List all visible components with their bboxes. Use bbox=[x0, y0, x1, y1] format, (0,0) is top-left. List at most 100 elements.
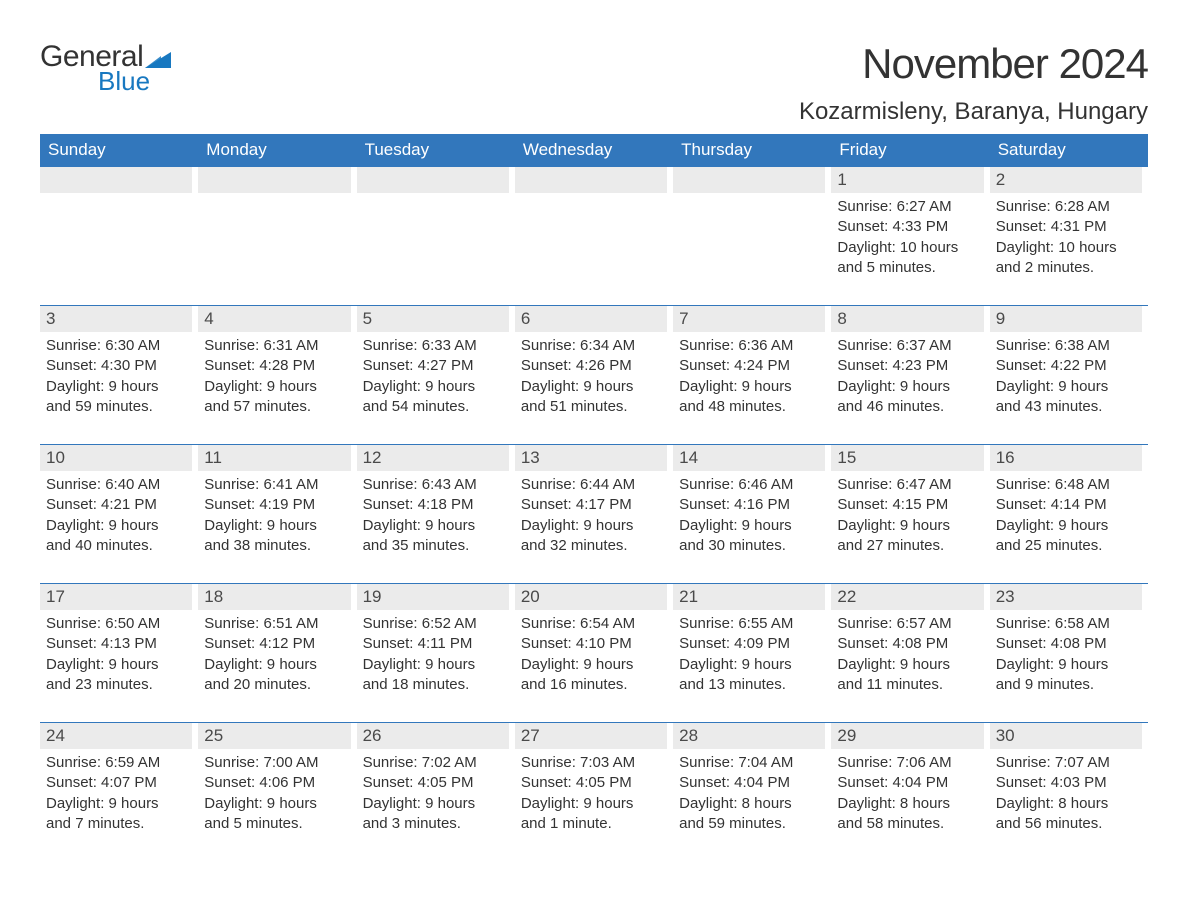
days-of-week-header: Sunday Monday Tuesday Wednesday Thursday… bbox=[40, 134, 1148, 166]
day-daylight1: Daylight: 9 hours bbox=[204, 516, 348, 536]
day-sunset: Sunset: 4:17 PM bbox=[521, 495, 665, 515]
week-row: 3Sunrise: 6:30 AMSunset: 4:30 PMDaylight… bbox=[40, 305, 1148, 426]
day-cell: 6Sunrise: 6:34 AMSunset: 4:26 PMDaylight… bbox=[515, 306, 673, 426]
day-daylight2: and 13 minutes. bbox=[679, 675, 823, 695]
day-daylight2: and 40 minutes. bbox=[46, 536, 190, 556]
day-number: 10 bbox=[40, 445, 192, 471]
day-daylight2: and 51 minutes. bbox=[521, 397, 665, 417]
day-daylight1: Daylight: 9 hours bbox=[837, 516, 981, 536]
day-daylight1: Daylight: 9 hours bbox=[204, 377, 348, 397]
day-number: 14 bbox=[673, 445, 825, 471]
day-cell: 30 Sunrise: 7:07 AMSunset: 4:03 PMDayligh… bbox=[990, 723, 1148, 843]
day-daylight1: Daylight: 9 hours bbox=[521, 655, 665, 675]
day-sunrise: Sunrise: 6:55 AM bbox=[679, 614, 823, 634]
day-sunrise: Sunrise: 6:36 AM bbox=[679, 336, 823, 356]
day-details: Sunrise: 7:00 AMSunset: 4:06 PMDaylight:… bbox=[198, 753, 350, 834]
day-sunset: Sunset: 4:23 PM bbox=[837, 356, 981, 376]
day-number: 25 bbox=[198, 723, 350, 749]
day-sunrise: Sunrise: 6:48 AM bbox=[996, 475, 1140, 495]
day-number: 30 bbox=[990, 723, 1142, 749]
day-sunset: Sunset: 4:04 PM bbox=[837, 773, 981, 793]
day-daylight2: and 54 minutes. bbox=[363, 397, 507, 417]
day-number: 2 bbox=[990, 167, 1142, 193]
day-sunset: Sunset: 4:33 PM bbox=[837, 217, 981, 237]
day-number: 20 bbox=[515, 584, 667, 610]
week-row: 1 Sunrise: 6:27 AMSunset: 4:33 PMDaylight… bbox=[40, 166, 1148, 287]
day-details: Sunrise: 7:07 AMSunset: 4:03 PMDaylight:… bbox=[990, 753, 1142, 834]
day-sunset: Sunset: 4:16 PM bbox=[679, 495, 823, 515]
day-cell: 19Sunrise: 6:52 AMSunset: 4:11 PMDayligh… bbox=[357, 584, 515, 704]
day-cell: 23Sunrise: 6:58 AMSunset: 4:08 PMDayligh… bbox=[990, 584, 1148, 704]
day-cell: 7Sunrise: 6:36 AMSunset: 4:24 PMDaylight… bbox=[673, 306, 831, 426]
day-details: Sunrise: 6:28 AMSunset: 4:31 PMDaylight:… bbox=[990, 197, 1142, 278]
day-daylight1: Daylight: 8 hours bbox=[837, 794, 981, 814]
day-daylight1: Daylight: 9 hours bbox=[996, 377, 1140, 397]
day-number: 16 bbox=[990, 445, 1142, 471]
day-sunrise: Sunrise: 6:34 AM bbox=[521, 336, 665, 356]
logo-triangle-icon bbox=[145, 48, 171, 68]
day-daylight2: and 16 minutes. bbox=[521, 675, 665, 695]
day-cell: 28Sunrise: 7:04 AMSunset: 4:04 PMDayligh… bbox=[673, 723, 831, 843]
day-details: Sunrise: 6:44 AMSunset: 4:17 PMDaylight:… bbox=[515, 475, 667, 556]
day-details: Sunrise: 6:51 AMSunset: 4:12 PMDaylight:… bbox=[198, 614, 350, 695]
day-cell: 10Sunrise: 6:40 AMSunset: 4:21 PMDayligh… bbox=[40, 445, 198, 565]
day-daylight1: Daylight: 9 hours bbox=[837, 655, 981, 675]
day-number: 18 bbox=[198, 584, 350, 610]
day-daylight2: and 18 minutes. bbox=[363, 675, 507, 695]
day-cell: 24Sunrise: 6:59 AMSunset: 4:07 PMDayligh… bbox=[40, 723, 198, 843]
day-number: 23 bbox=[990, 584, 1142, 610]
day-daylight2: and 7 minutes. bbox=[46, 814, 190, 834]
calendar: Sunday Monday Tuesday Wednesday Thursday… bbox=[40, 134, 1148, 843]
day-number: 21 bbox=[673, 584, 825, 610]
day-cell: 16 Sunrise: 6:48 AMSunset: 4:14 PMDayligh… bbox=[990, 445, 1148, 565]
day-cell: 18 Sunrise: 6:51 AMSunset: 4:12 PMDayligh… bbox=[198, 584, 356, 704]
day-details: Sunrise: 6:57 AMSunset: 4:08 PMDaylight:… bbox=[831, 614, 983, 695]
day-number: 7 bbox=[673, 306, 825, 332]
day-sunset: Sunset: 4:28 PM bbox=[204, 356, 348, 376]
day-number bbox=[515, 167, 667, 193]
day-sunrise: Sunrise: 7:07 AM bbox=[996, 753, 1140, 773]
day-sunrise: Sunrise: 6:58 AM bbox=[996, 614, 1140, 634]
day-daylight2: and 25 minutes. bbox=[996, 536, 1140, 556]
day-cell: 11Sunrise: 6:41 AMSunset: 4:19 PMDayligh… bbox=[198, 445, 356, 565]
day-daylight2: and 3 minutes. bbox=[363, 814, 507, 834]
day-cell: 8Sunrise: 6:37 AMSunset: 4:23 PMDaylight… bbox=[831, 306, 989, 426]
day-sunset: Sunset: 4:15 PM bbox=[837, 495, 981, 515]
day-sunset: Sunset: 4:12 PM bbox=[204, 634, 348, 654]
day-sunset: Sunset: 4:24 PM bbox=[679, 356, 823, 376]
week-row: 10Sunrise: 6:40 AMSunset: 4:21 PMDayligh… bbox=[40, 444, 1148, 565]
day-sunset: Sunset: 4:27 PM bbox=[363, 356, 507, 376]
day-cell: 25 Sunrise: 7:00 AMSunset: 4:06 PMDayligh… bbox=[198, 723, 356, 843]
day-details: Sunrise: 6:27 AMSunset: 4:33 PMDaylight:… bbox=[831, 197, 983, 278]
day-number: 22 bbox=[831, 584, 983, 610]
day-details: Sunrise: 7:04 AMSunset: 4:04 PMDaylight:… bbox=[673, 753, 825, 834]
day-daylight1: Daylight: 9 hours bbox=[46, 655, 190, 675]
day-number: 1 bbox=[831, 167, 983, 193]
day-daylight1: Daylight: 9 hours bbox=[46, 516, 190, 536]
day-daylight2: and 35 minutes. bbox=[363, 536, 507, 556]
day-sunset: Sunset: 4:14 PM bbox=[996, 495, 1140, 515]
day-details: Sunrise: 7:06 AMSunset: 4:04 PMDaylight:… bbox=[831, 753, 983, 834]
day-sunset: Sunset: 4:11 PM bbox=[363, 634, 507, 654]
day-sunrise: Sunrise: 6:41 AM bbox=[204, 475, 348, 495]
day-sunset: Sunset: 4:26 PM bbox=[521, 356, 665, 376]
logo-text-blue: Blue bbox=[98, 66, 150, 97]
month-title: November 2024 bbox=[799, 40, 1148, 88]
day-daylight2: and 27 minutes. bbox=[837, 536, 981, 556]
day-cell bbox=[198, 167, 356, 287]
dow-saturday: Saturday bbox=[990, 134, 1148, 166]
day-sunrise: Sunrise: 6:28 AM bbox=[996, 197, 1140, 217]
day-daylight2: and 5 minutes. bbox=[204, 814, 348, 834]
day-details: Sunrise: 6:34 AMSunset: 4:26 PMDaylight:… bbox=[515, 336, 667, 417]
day-cell: 9Sunrise: 6:38 AMSunset: 4:22 PMDaylight… bbox=[990, 306, 1148, 426]
page-header: General Blue November 2024 Kozarmisleny,… bbox=[40, 40, 1148, 126]
day-daylight1: Daylight: 8 hours bbox=[679, 794, 823, 814]
day-number: 8 bbox=[831, 306, 983, 332]
day-number: 15 bbox=[831, 445, 983, 471]
day-number bbox=[673, 167, 825, 193]
day-sunrise: Sunrise: 6:30 AM bbox=[46, 336, 190, 356]
day-daylight2: and 1 minute. bbox=[521, 814, 665, 834]
day-details: Sunrise: 6:48 AMSunset: 4:14 PMDaylight:… bbox=[990, 475, 1142, 556]
day-cell: 21Sunrise: 6:55 AMSunset: 4:09 PMDayligh… bbox=[673, 584, 831, 704]
logo: General Blue bbox=[40, 40, 171, 97]
